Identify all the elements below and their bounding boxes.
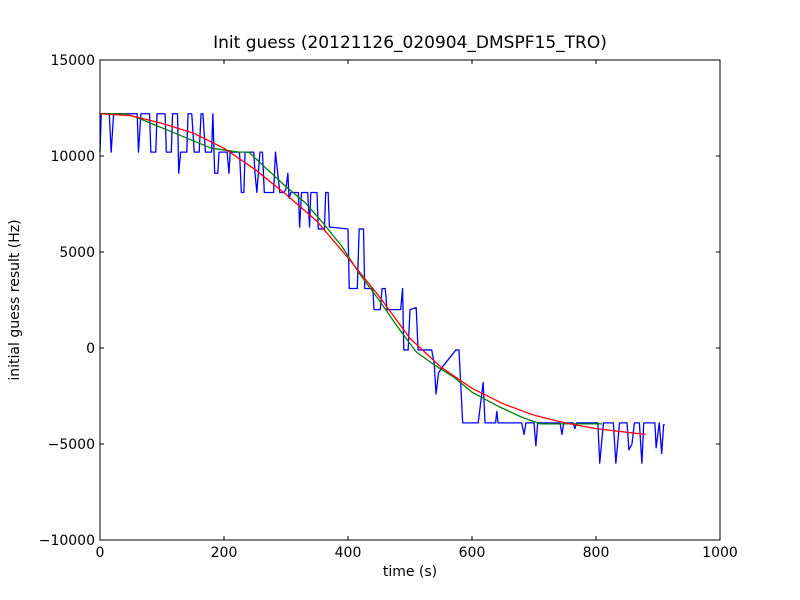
series-line-fit: [99, 113, 646, 436]
series-line-initial-guess: [99, 113, 665, 464]
x-tick-label: 600: [459, 545, 486, 561]
x-tick-label: 1000: [702, 545, 738, 561]
y-tick-label: 10000: [50, 149, 95, 165]
series-line-smoothed: [100, 113, 603, 425]
x-tick-label: 800: [583, 545, 610, 561]
plot-frame: [99, 59, 721, 541]
y-tick-label: 0: [86, 341, 95, 357]
y-tick-label: 5000: [59, 245, 95, 261]
y-tick-label: −10000: [39, 533, 95, 549]
y-tick-label: −5000: [48, 437, 95, 453]
x-axis-label: time (s): [383, 564, 437, 580]
chart-title: Init guess (20121126_020904_DMSPF15_TRO): [213, 33, 607, 53]
y-axis-label: initial guess result (Hz): [7, 219, 23, 380]
x-tick-label: 200: [211, 545, 238, 561]
y-tick-label: 15000: [50, 53, 95, 69]
x-tick-label: 0: [96, 545, 105, 561]
x-tick-label: 400: [335, 545, 362, 561]
